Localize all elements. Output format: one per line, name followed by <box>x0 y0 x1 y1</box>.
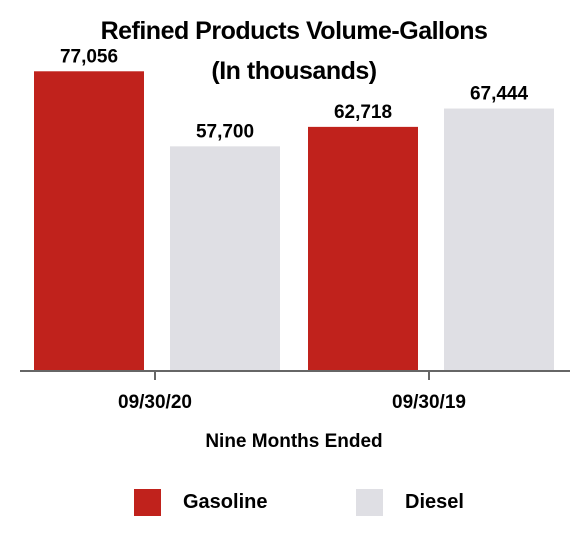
legend-swatch-gasoline <box>134 488 161 516</box>
legend-label-gasoline: Gasoline <box>183 490 268 513</box>
data-label-gasoline-1: 62,718 <box>334 102 392 123</box>
data-label-diesel-0: 57,700 <box>196 121 254 142</box>
x-axis-label: Nine Months Ended <box>205 431 382 452</box>
bar-gasoline-0 <box>34 71 144 370</box>
bar-diesel-0 <box>170 146 280 370</box>
x-tick-label-1: 09/30/19 <box>392 392 466 413</box>
legend-label-diesel: Diesel <box>405 490 464 513</box>
chart-subtitle: (In thousands) <box>211 57 377 85</box>
x-tick-label-0: 09/30/20 <box>118 392 192 413</box>
bar-diesel-1 <box>444 108 554 371</box>
legend-swatch-diesel <box>356 488 383 516</box>
data-label-diesel-1: 67,444 <box>470 84 529 105</box>
legend-item-gasoline: Gasoline <box>134 487 267 517</box>
chart-title: Refined Products Volume-Gallons <box>100 17 488 45</box>
data-label-gasoline-0: 77,056 <box>60 46 118 67</box>
legend-item-diesel: Diesel <box>356 487 464 517</box>
bar-gasoline-1 <box>308 126 418 370</box>
